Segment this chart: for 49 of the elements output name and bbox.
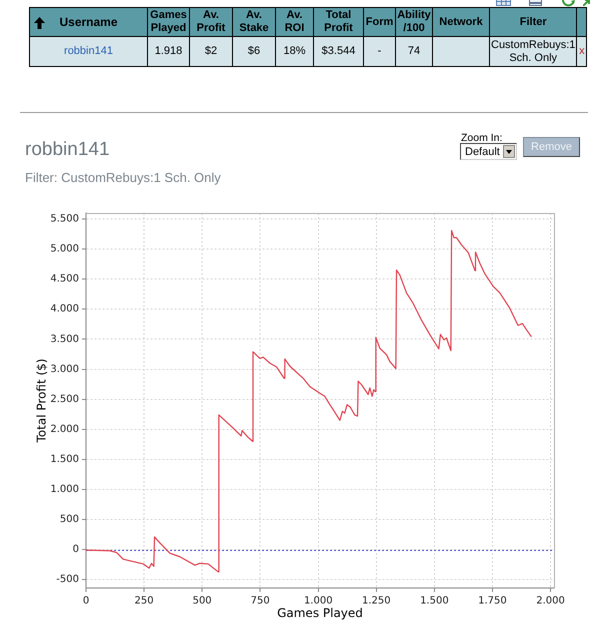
text: $6 (248, 45, 260, 57)
y-tick-label: 0 (72, 544, 79, 556)
x-axis-title: Games Played (277, 606, 363, 620)
category-label: Games Played (150, 9, 187, 34)
y-tick-label: 3.000 (50, 364, 79, 375)
y-tick-label: 500 (60, 514, 79, 526)
x-tick-label: 250 (134, 596, 154, 607)
x-tick-label: 2.000 (536, 596, 565, 607)
y-tick-label: 1.500 (50, 454, 79, 465)
text: robbin141 (64, 45, 113, 57)
text: x (579, 45, 585, 57)
category-label: Form (366, 16, 394, 28)
y-tick-label: 5.500 (50, 214, 79, 225)
x-tick-label: 1.000 (304, 596, 333, 607)
category-label: Av. Profit (196, 9, 226, 34)
text: Zoom In: (461, 132, 502, 144)
text: 74 (408, 45, 420, 57)
text: $3.544 (322, 45, 356, 57)
y-tick-label: 3.500 (50, 334, 79, 345)
y-tick-label: 1.000 (50, 484, 79, 496)
y-tick-label: 4.000 (50, 304, 79, 315)
x-tick-label: 750 (250, 596, 270, 607)
category-label: Network (439, 16, 483, 28)
category-label: Ability /100 (397, 9, 431, 34)
text: 1.918 (154, 45, 182, 57)
text: CustomRebuys:1 Sch. Only (491, 38, 576, 64)
dropdown-field: Default (460, 143, 517, 160)
text: $2 (204, 45, 218, 57)
y-tick-label: 5.000 (50, 244, 79, 255)
text: 18% (283, 45, 306, 57)
x-tick-label: 500 (192, 596, 212, 607)
x-tick-label: 1.250 (362, 596, 391, 607)
x-tick-label: 0 (82, 596, 90, 607)
chart-title: robbin141 (25, 139, 110, 161)
x-tick-label: 1.750 (478, 596, 507, 607)
category-label: Total Profit (324, 9, 353, 34)
category-label: Filter (520, 16, 547, 28)
x-tick-label: 1.500 (420, 596, 449, 607)
y-axis-title: Total Profit ($) (34, 358, 48, 444)
category-label: Username (59, 14, 118, 28)
text: - (378, 45, 382, 57)
category-label: Av. ROI (284, 9, 304, 34)
category-label: Av. Stake (239, 9, 269, 34)
button: Remove (523, 137, 580, 157)
y-tick-label: -500 (56, 574, 79, 586)
chart-subtitle: Filter: CustomRebuys:1 Sch. Only (25, 170, 221, 185)
y-tick-label: 4.500 (50, 274, 79, 285)
y-tick-label: 2.500 (50, 394, 79, 405)
y-tick-label: 2.000 (50, 424, 79, 435)
